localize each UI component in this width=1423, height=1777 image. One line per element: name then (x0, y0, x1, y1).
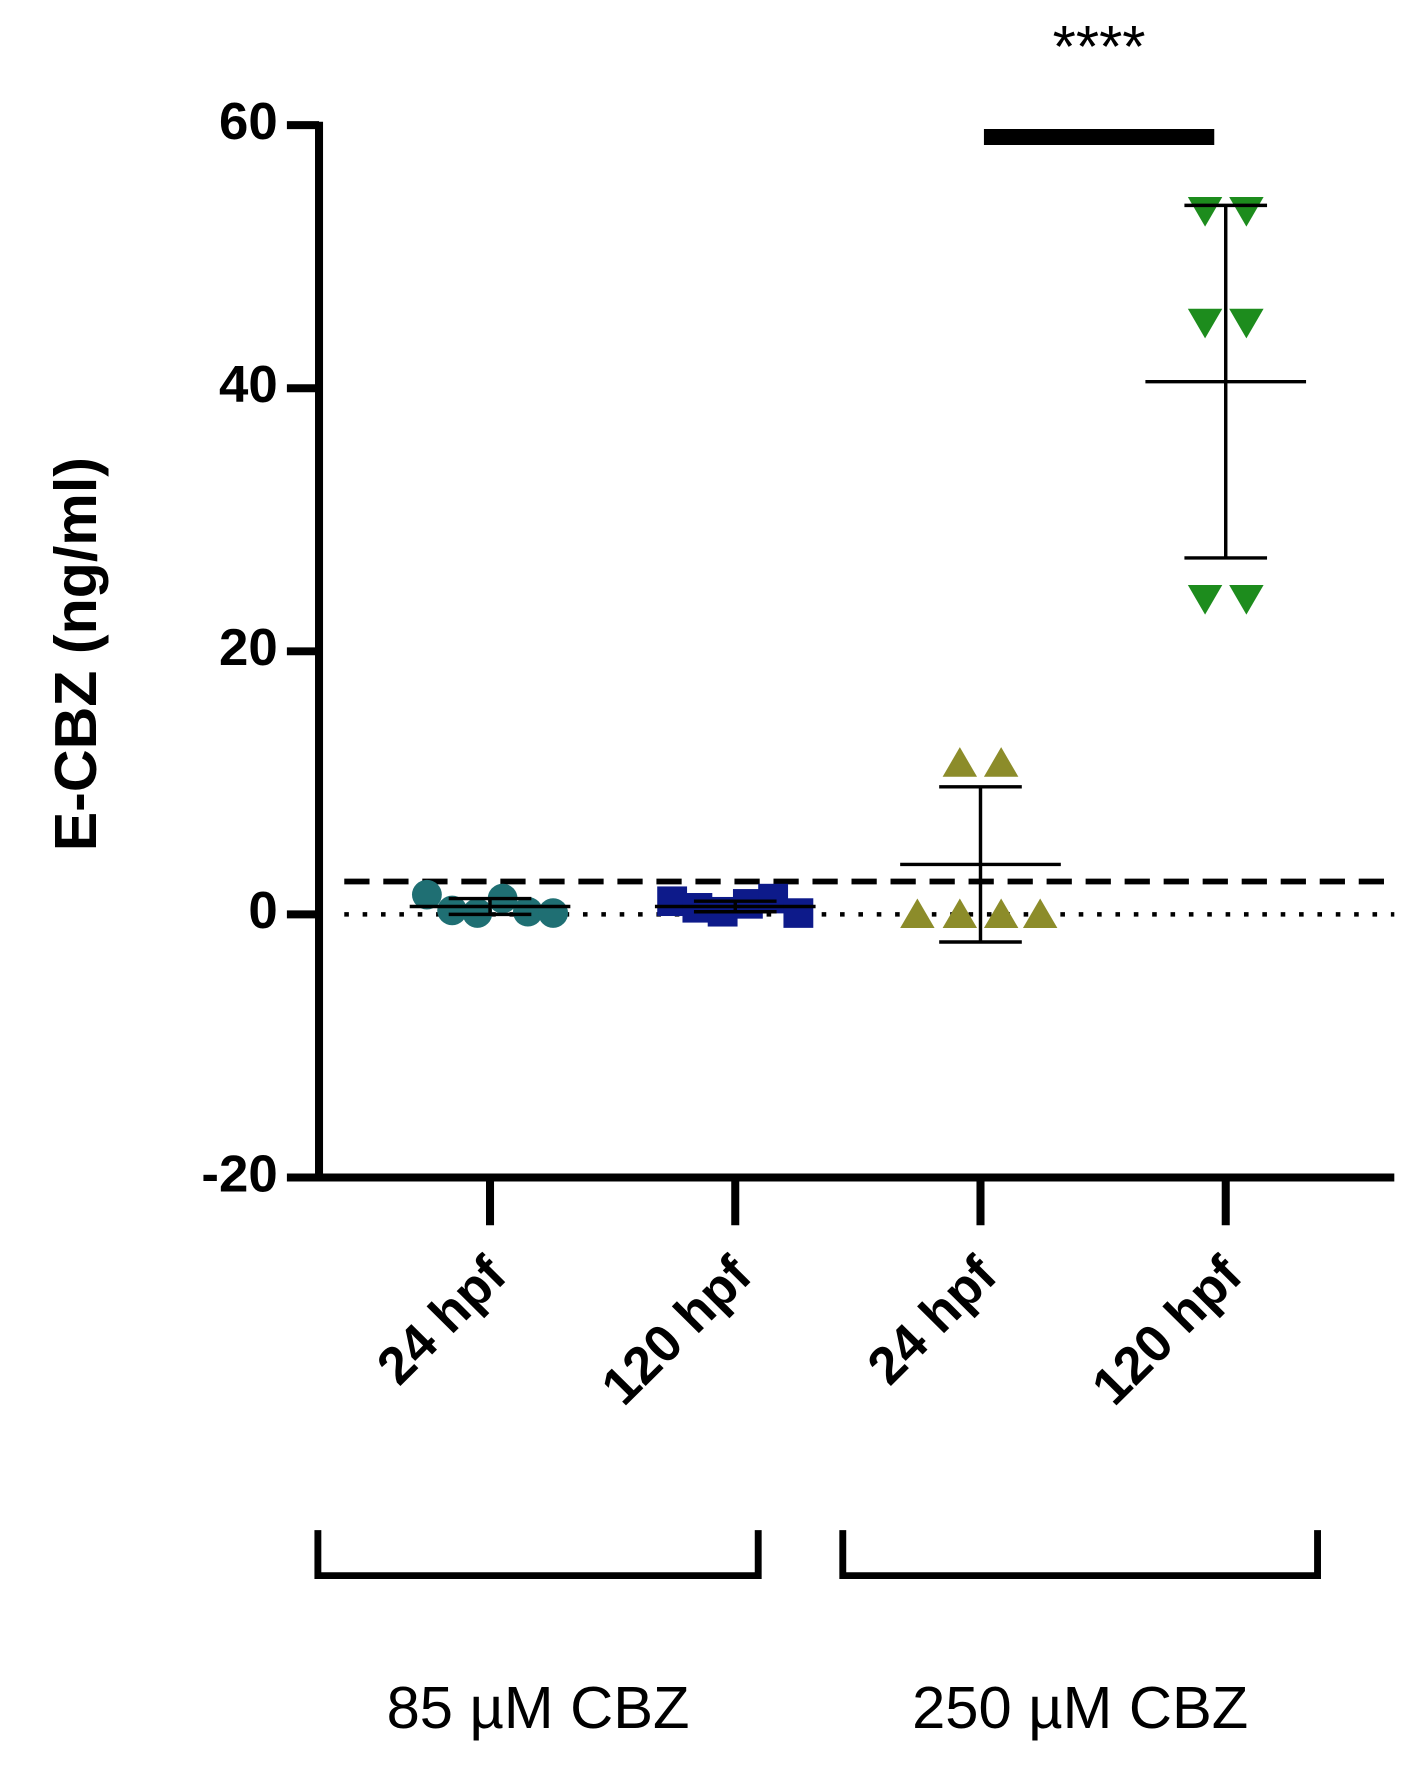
point (942, 898, 978, 929)
point (437, 895, 468, 926)
significance-label: **** (1053, 13, 1146, 80)
point (1229, 308, 1264, 339)
point (1187, 308, 1223, 339)
x-tick-label: 24 hpf (366, 1245, 518, 1396)
point (783, 898, 814, 928)
x-tick-label: 24 hpf (856, 1245, 1008, 1396)
point (942, 747, 978, 777)
point (1187, 196, 1223, 227)
group-label: 250 µM CBZ (912, 1674, 1248, 1741)
point (657, 886, 688, 917)
point (512, 896, 543, 927)
point (411, 879, 442, 910)
y-tick-label: 20 (219, 618, 278, 677)
y-tick-label: 60 (219, 92, 278, 151)
point (538, 898, 569, 928)
point (983, 747, 1019, 777)
y-tick-label: 0 (248, 881, 277, 940)
point (1187, 585, 1223, 615)
group-label: 85 µM CBZ (387, 1674, 690, 1741)
point (900, 898, 935, 929)
point (1229, 196, 1264, 227)
point (732, 889, 763, 919)
y-tick-label: -20 (201, 1144, 277, 1203)
point (758, 883, 789, 914)
x-tick-label: 120 hpf (1081, 1245, 1254, 1416)
group-bracket (839, 1530, 1321, 1580)
x-tick-label: 120 hpf (590, 1245, 763, 1416)
group-bracket (314, 1530, 762, 1580)
y-tick-label: 40 (219, 355, 278, 414)
y-axis-label: E-CBZ (ng/ml) (42, 457, 109, 851)
point (1022, 898, 1058, 929)
point (1229, 585, 1264, 615)
point (983, 898, 1019, 929)
